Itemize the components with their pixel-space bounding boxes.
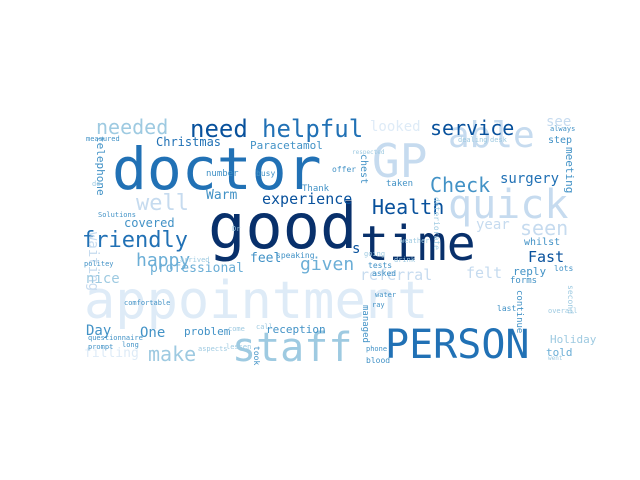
word-cloud-word: continue [514, 290, 524, 334]
word-cloud-word: Check [430, 173, 491, 197]
word-cloud-word: do [92, 180, 101, 188]
word-cloud-word: prompt [88, 343, 114, 351]
word-cloud-word: aspects [198, 345, 228, 353]
word-cloud-word: told [546, 346, 573, 359]
word-cloud-word: reply [513, 265, 547, 278]
word-cloud-word: staff [232, 325, 353, 371]
word-cloud-word: lots [554, 264, 574, 273]
word-cloud-word: nice [86, 271, 120, 287]
word-cloud-word: went [548, 355, 563, 362]
word-cloud-word: doctor [112, 135, 322, 203]
word-cloud-word: taken [386, 179, 414, 189]
word-cloud-word: managed [360, 305, 370, 343]
word-cloud-word: seen [520, 216, 569, 240]
word-cloud-word: weather [400, 237, 430, 245]
word-cloud-word: Solutions [98, 211, 136, 219]
word-cloud-word: One [140, 325, 166, 341]
word-cloud-word: s [352, 241, 361, 257]
word-cloud-word: long [122, 341, 139, 349]
word-cloud-word: questionnaire [88, 334, 143, 342]
word-cloud-word: Dr [232, 225, 241, 233]
word-cloud-word: service [430, 116, 515, 140]
word-cloud-word: Fast [528, 248, 565, 266]
word-cloud-word: forms [510, 276, 538, 286]
word-cloud-word: Warm [206, 188, 238, 203]
word-cloud-word: arrived [180, 256, 210, 264]
word-cloud-word: able [448, 115, 535, 156]
word-cloud-word: deteriorate [432, 197, 441, 250]
word-cloud-word: see [546, 114, 572, 130]
word-cloud-word: friendly [82, 228, 188, 253]
word-cloud-word: going [364, 250, 386, 258]
word-cloud-word: referral [360, 266, 433, 284]
word-cloud-word: whilst [524, 237, 561, 248]
word-cloud-word: covered [124, 216, 175, 230]
word-cloud-word: surgery [500, 171, 560, 187]
word-cloud-word: last [497, 304, 517, 313]
word-cloud-word: happy [136, 250, 191, 271]
word-cloud-word: number [206, 169, 239, 179]
word-cloud-word: looked [370, 119, 421, 135]
word-cloud-word: overall [548, 307, 578, 315]
word-cloud-word: blood [366, 356, 391, 365]
word-cloud-word: speaking [276, 251, 315, 260]
word-cloud-word: filling [84, 346, 139, 361]
word-cloud-word: phone [366, 345, 388, 353]
word-cloud-word: Thank [302, 184, 330, 194]
word-cloud-word: quick [448, 182, 569, 228]
word-cloud-word: politey [84, 260, 114, 268]
word-cloud-word: water [375, 291, 397, 299]
word-cloud-word: need [190, 115, 248, 143]
word-cloud-word: second [566, 285, 575, 314]
word-cloud-word: appointment [84, 271, 429, 331]
word-cloud-word: asked [372, 269, 397, 278]
word-cloud-word: dealing [458, 136, 488, 144]
word-cloud-word: offer [332, 165, 357, 174]
word-cloud-word: experience [262, 190, 353, 208]
word-cloud-word: time [360, 216, 476, 272]
word-cloud-word: Day [86, 323, 112, 339]
word-cloud-word: respected [352, 149, 385, 156]
word-cloud-word: step [548, 135, 573, 146]
word-cloud-word: given [300, 254, 355, 275]
word-cloud-word: call [256, 323, 273, 331]
word-cloud-word: Paracetamol [250, 139, 323, 152]
word-cloud-word: feel [250, 251, 282, 266]
word-cloud-word: tests [368, 261, 393, 270]
word-cloud-word: professional [150, 261, 244, 276]
word-cloud-word: comfortable [124, 299, 171, 307]
word-cloud-word: drink [394, 256, 416, 264]
word-cloud-word: Health [372, 195, 445, 219]
word-cloud-word: felt [466, 264, 503, 282]
word-cloud-word: make [148, 342, 197, 366]
word-cloud-word: lessen [226, 343, 252, 351]
word-cloud-word: always [550, 125, 576, 133]
word-cloud-word: measured [86, 135, 120, 143]
word-cloud-word: ray [372, 301, 385, 309]
word-cloud-word: reception [266, 323, 326, 336]
word-cloud-word: busy [256, 169, 276, 178]
word-cloud-word: took [252, 346, 261, 366]
word-cloud-word: telephone [94, 136, 107, 196]
word-cloud-word: PERSON [385, 322, 530, 368]
word-cloud-word: Christmas [156, 135, 222, 149]
word-cloud-word: meeting [563, 147, 576, 194]
word-cloud-word: helpful [262, 115, 364, 143]
word-cloud-word: Holiday [550, 333, 597, 346]
word-cloud-word: well [136, 191, 189, 216]
word-cloud-word: needed [96, 115, 169, 139]
word-cloud-word: good [208, 190, 358, 263]
word-cloud-word: problem [184, 325, 231, 338]
word-cloud-word: chest [358, 154, 369, 185]
word-cloud-word: GP [372, 134, 428, 188]
word-cloud-word: year [476, 217, 510, 233]
word-cloud-word: come [228, 325, 245, 333]
word-cloud-word: waiting [85, 232, 101, 292]
word-cloud-word: desk [490, 136, 507, 144]
